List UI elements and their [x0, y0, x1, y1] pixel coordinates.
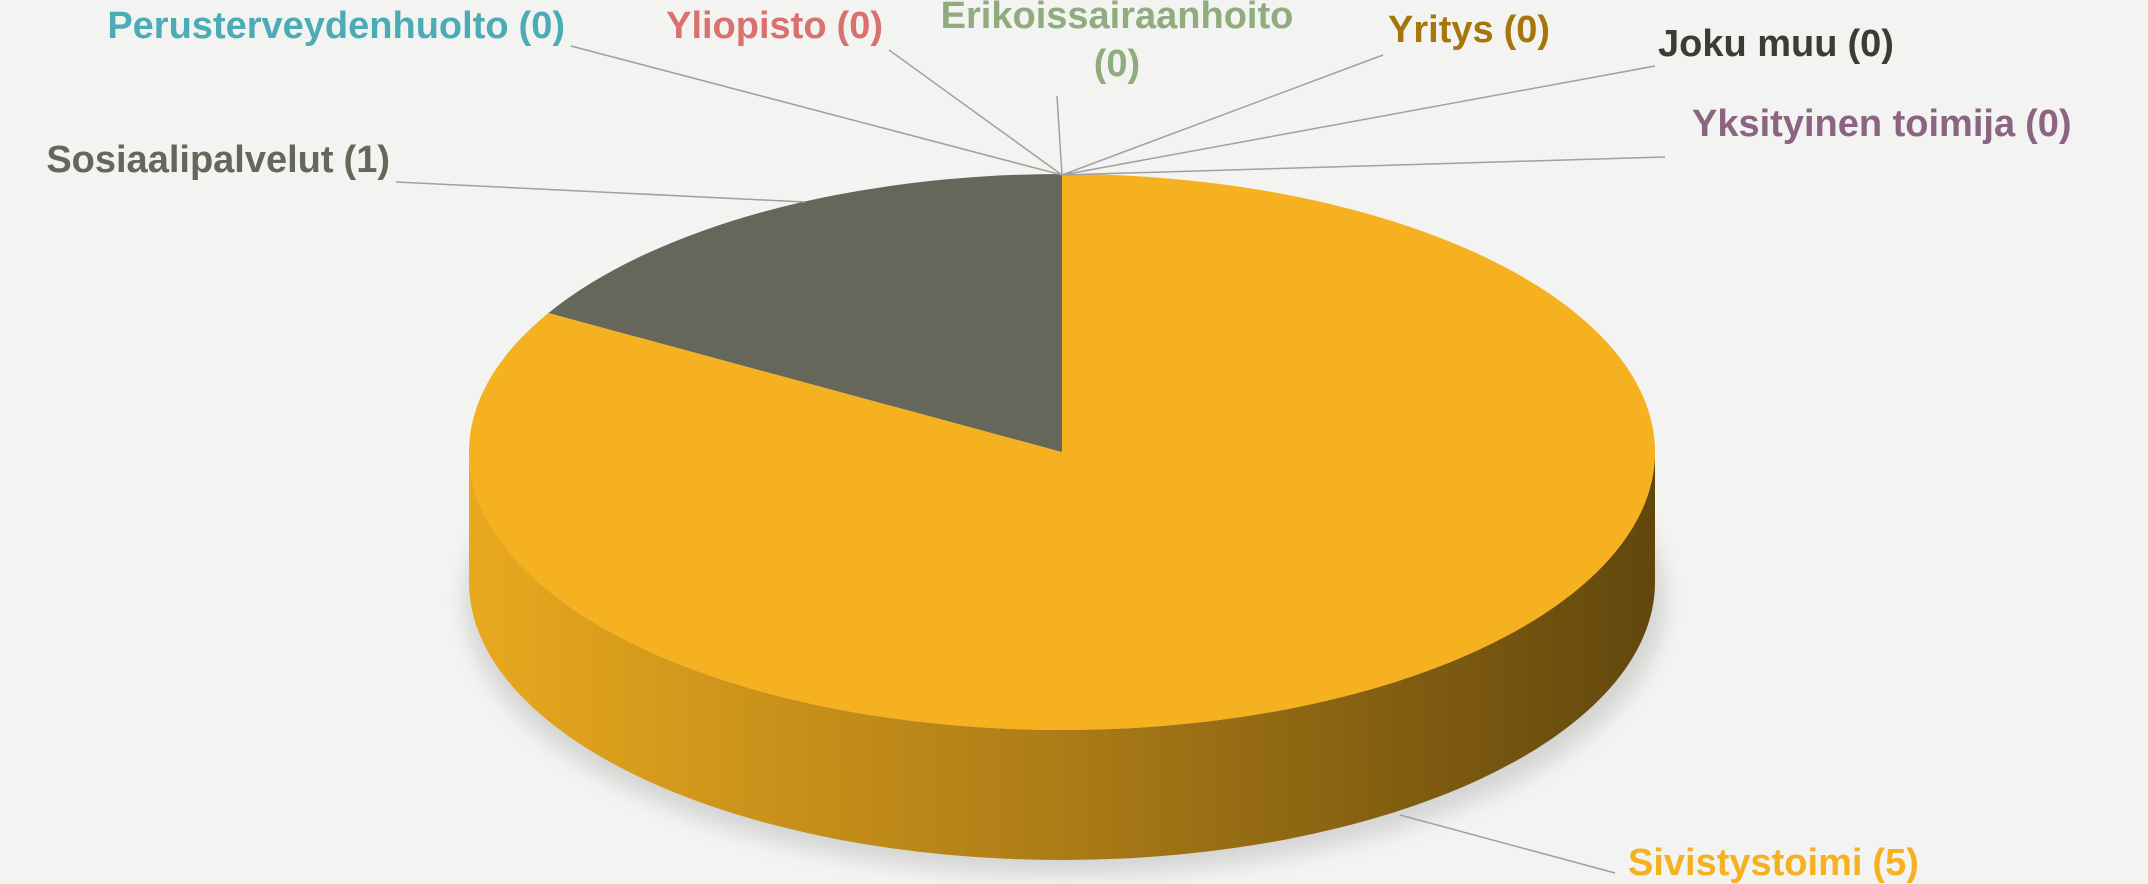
data-label: Sivistystoimi (5): [1628, 842, 1919, 884]
value-label: (0): [1504, 9, 1550, 51]
category-name: Sivistystoimi: [1628, 842, 1862, 884]
value-label: (1): [344, 139, 390, 181]
category-name: Yksityinen toimija: [1692, 103, 2016, 145]
value-label: (0): [2025, 103, 2071, 145]
tops: [469, 174, 1655, 730]
leader-line: [1399, 814, 1616, 874]
data-label: Erikoissairaanhoito (0): [941, 0, 1294, 85]
data-label: Joku muu (0): [1658, 23, 1894, 65]
slice: [548, 174, 1062, 452]
value-label: (0): [837, 5, 883, 47]
data-label: Sosiaalipalvelut (1): [46, 139, 390, 181]
leader-line: [395, 181, 806, 203]
category-name: Yliopisto: [666, 5, 826, 47]
leader-line: [1061, 65, 1656, 176]
leader-line: [570, 45, 1063, 176]
slice-side-shade: [469, 452, 1655, 860]
value-label: (0): [519, 5, 565, 47]
value-label: (0): [1094, 43, 1140, 85]
leader-line: [1061, 156, 1666, 176]
leader-line: [888, 49, 1063, 176]
category-name: Perusterveydenhuolto: [107, 5, 508, 47]
value-label: (0): [1847, 23, 1893, 65]
category-name: Erikoissairaanhoito: [941, 0, 1294, 37]
leader-line: [1056, 95, 1063, 176]
data-label: Yksityinen toimija (0): [1692, 103, 2072, 145]
data-label: Perusterveydenhuolto (0): [107, 5, 565, 47]
leader-line: [1061, 54, 1384, 176]
category-name: Joku muu: [1658, 23, 1837, 65]
data-label: Yritys (0): [1388, 9, 1550, 51]
sides: [469, 452, 1655, 860]
value-label: (5): [1872, 842, 1918, 884]
category-name: Sosiaalipalvelut: [46, 139, 334, 181]
data-label: Yliopisto (0): [666, 5, 883, 47]
category-name: Yritys: [1388, 9, 1494, 51]
labels: Sivistystoimi (5) Sosiaalipalvelut (1) Perus…: [46, 0, 2071, 884]
